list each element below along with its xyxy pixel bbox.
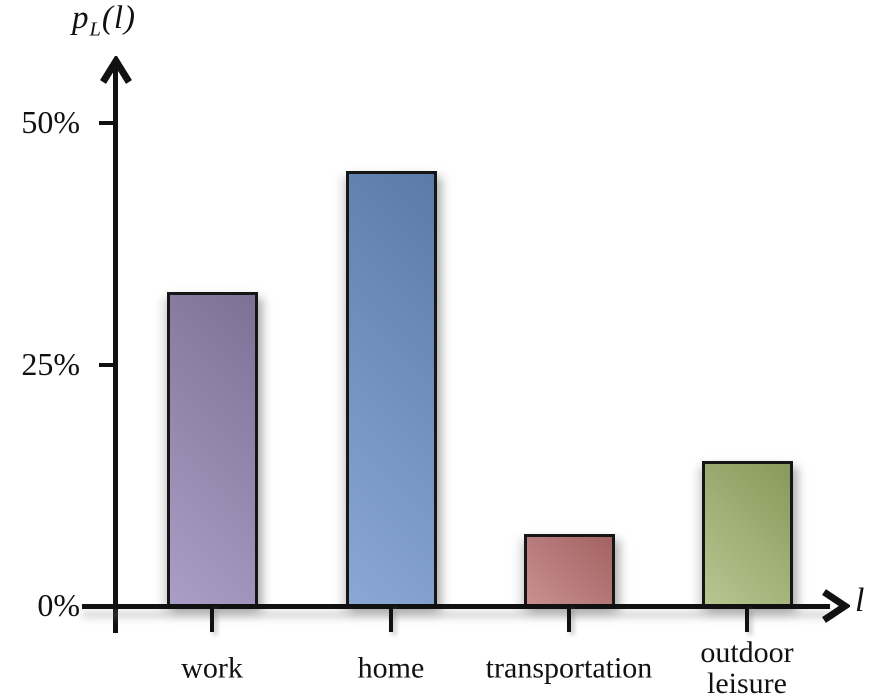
y-axis-title-argument: l [113,0,125,36]
y-axis-title-subscript: L [89,18,102,41]
y-tick-25 [99,362,118,367]
y-axis-line [113,66,118,633]
category-label-line: transportation [485,651,653,685]
y-tick-label-0: 0% [37,586,80,623]
category-label-line: leisure [707,667,787,700]
category-label-home: home [271,653,511,684]
bar-home [345,171,437,606]
category-label-line: outdoor [700,636,794,669]
category-label-work: work [92,653,332,684]
x-tick-home [389,606,393,632]
y-axis-title-variable: p [72,0,90,36]
y-axis-arrowhead-icon [100,56,132,84]
y-tick-label-25: 25% [21,345,80,382]
x-tick-outdoor-leisure [745,606,749,632]
x-axis-title: l [855,582,865,619]
x-tick-transportation [567,606,571,632]
y-tick-label-50: 50% [21,103,80,140]
y-axis-title-close-paren: ) [124,0,137,36]
y-axis-title: pL(l) [72,0,136,42]
category-label-line: home [357,651,425,685]
category-label-line: work [181,651,243,685]
category-label-transportation: transportation [449,653,689,684]
y-tick-50 [99,121,118,125]
bar-transportation [523,534,615,606]
x-axis-line [82,604,830,609]
bar-work [166,292,258,606]
bar-outdoor-leisure [701,461,793,606]
category-label-outdoor-leisure: outdoor leisure [627,637,867,699]
y-axis-title-open-paren: ( [101,0,114,36]
x-tick-work [210,606,214,632]
x-axis-arrowhead-icon [822,589,850,623]
